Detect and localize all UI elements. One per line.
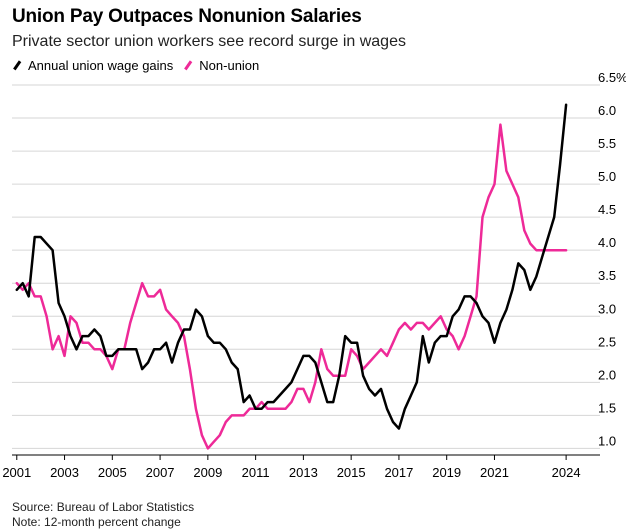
y-tick-label: 2.0 xyxy=(598,367,616,382)
y-tick-label: 6.5% xyxy=(598,70,626,85)
x-tick-label: 2017 xyxy=(384,465,413,480)
x-tick-label: 2024 xyxy=(552,465,581,480)
y-tick-label: 1.5 xyxy=(598,400,616,415)
x-tick-label: 2015 xyxy=(337,465,366,480)
legend-item-union: Annual union wage gains xyxy=(12,58,173,73)
legend-item-nonunion: Non-union xyxy=(183,58,259,73)
y-tick-label: 5.0 xyxy=(598,169,616,184)
x-tick-label: 2001 xyxy=(2,465,31,480)
percent-change-note: Note: 12-month percent change xyxy=(12,515,181,529)
y-tick-label: 1.0 xyxy=(598,433,616,448)
y-axis: 1.0 1.5 2.0 2.5 3.0 3.5 4.0 4.5 5.0 5.5 6.0 6.5% xyxy=(598,70,626,448)
y-tick-label: 5.5 xyxy=(598,136,616,151)
x-tick-label: 2011 xyxy=(242,465,270,480)
x-tick-label: 2003 xyxy=(50,465,79,480)
x-tick-label: 2007 xyxy=(146,465,175,480)
x-tick-label: 2019 xyxy=(432,465,461,480)
source-note: Source: Bureau of Labor Statistics xyxy=(12,500,195,514)
series-line-nonunion xyxy=(15,123,568,450)
y-tick-label: 4.5 xyxy=(598,202,616,217)
chart-legend: Annual union wage gains Non-union xyxy=(12,58,269,73)
x-tick-label: 2013 xyxy=(289,465,318,480)
chart-title: Union Pay Outpaces Nonunion Salaries xyxy=(12,6,362,27)
x-tick-label: 2009 xyxy=(193,465,222,480)
y-tick-label: 6.0 xyxy=(598,103,616,118)
y-tick-label: 4.0 xyxy=(598,235,616,250)
x-tick-label: 2021 xyxy=(480,465,509,480)
x-axis: 2001 2003 2005 2007 2009 2011 2013 2015 2017 2019… xyxy=(2,454,600,480)
legend-label-union: Annual union wage gains xyxy=(28,58,174,73)
gridlines xyxy=(12,84,600,449)
y-tick-label: 3.5 xyxy=(598,268,616,283)
series-line-union xyxy=(15,103,568,430)
series-lines xyxy=(15,103,568,450)
chart-subtitle: Private sector union workers see record … xyxy=(12,33,406,50)
y-tick-label: 2.5 xyxy=(598,334,616,349)
y-tick-label: 3.0 xyxy=(598,301,616,316)
legend-label-nonunion: Non-union xyxy=(199,58,260,73)
x-tick-label: 2005 xyxy=(98,465,127,480)
